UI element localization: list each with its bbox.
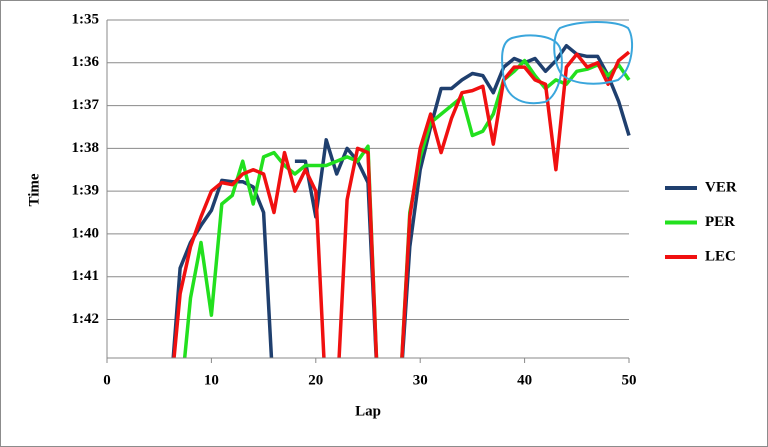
y-tick-label: 1:42 [72,311,100,327]
annotation-circle [553,21,634,85]
x-tick-label: 30 [413,372,428,388]
y-tick-label: 1:36 [72,54,100,70]
x-tick-label: 20 [308,372,323,388]
x-tick-label: 50 [622,372,637,388]
y-tick-label: 1:41 [72,268,100,284]
y-tick-label: 1:40 [72,225,100,241]
y-tick-label: 1:38 [72,140,100,156]
legend-label: VER [705,179,737,195]
series-line [182,58,631,358]
annotation-circle [501,34,563,105]
y-tick-label: 1:37 [72,97,100,113]
x-tick-label: 10 [204,372,219,388]
series-line [172,50,631,358]
legend-label: PER [705,214,735,230]
y-tick-label: 1:35 [72,11,100,27]
plot-area [171,43,631,358]
x-tick-label: 40 [517,372,532,388]
legend: VER PER LEC [665,179,737,264]
x-tick-label: 0 [103,372,111,388]
legend-label: LEC [705,248,736,264]
y-axis-title: Time [26,173,42,206]
x-axis-title: Lap [355,403,381,419]
y-tick-label: 1:39 [72,183,100,199]
